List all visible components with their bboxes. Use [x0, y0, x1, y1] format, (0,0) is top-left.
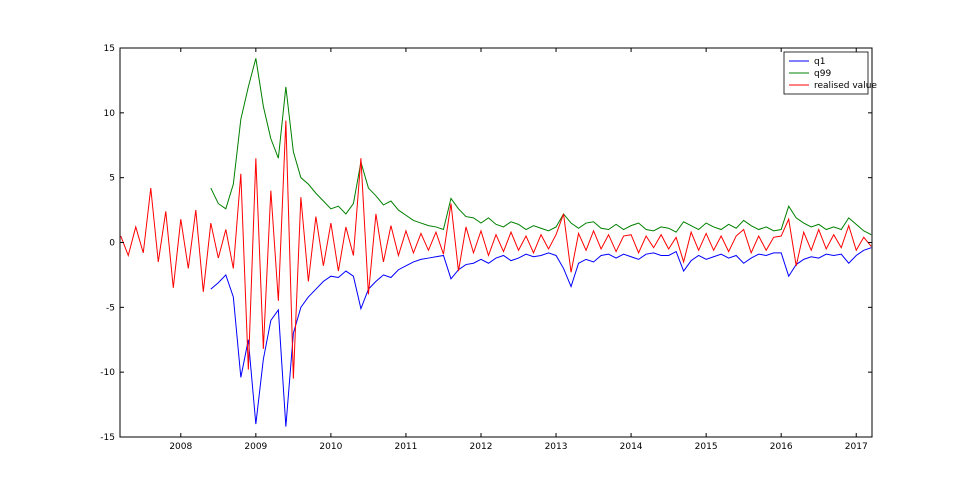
x-tick-label: 2011: [394, 442, 417, 452]
y-tick-label: -15: [100, 433, 115, 443]
y-tick-label: -5: [106, 303, 115, 313]
x-tick-label: 2016: [770, 442, 793, 452]
x-tick-label: 2017: [845, 442, 868, 452]
plot-frame: [119, 47, 873, 438]
x-tick-label: 2009: [244, 442, 267, 452]
series-line: [210, 58, 872, 236]
x-tick-label: 2014: [620, 442, 643, 452]
x-tick-label: 2010: [319, 442, 342, 452]
y-tick-label: 0: [109, 239, 115, 249]
y-tick-label: 10: [104, 109, 116, 119]
series-line: [120, 120, 872, 379]
x-tick-label: 2012: [470, 442, 493, 452]
y-tick-label: 15: [104, 44, 115, 54]
x-tick-label: 2015: [695, 442, 718, 452]
x-tick-label: 2008: [169, 442, 192, 452]
legend-label: realised value: [814, 81, 877, 91]
legend-label: q1: [814, 57, 825, 67]
y-tick-label: 5: [109, 174, 115, 184]
legend-label: q99: [814, 69, 831, 79]
series-line: [210, 247, 872, 427]
y-tick-label: -10: [100, 368, 115, 378]
x-tick-label: 2013: [545, 442, 568, 452]
